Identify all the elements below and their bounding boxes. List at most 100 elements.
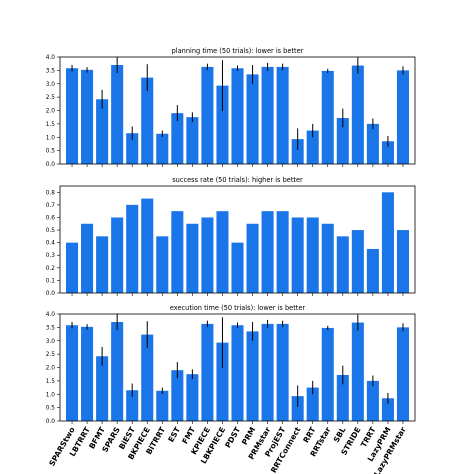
bar-SBL (336, 236, 349, 293)
bar-BFMT (96, 236, 109, 293)
bar-RRTConnect (291, 396, 304, 421)
y-tick-label: 0.0 (46, 419, 56, 425)
bar-LazyPRMstar (396, 230, 409, 293)
y-tick-label: 0.0 (46, 162, 56, 168)
y-tick-label: 1.5 (46, 379, 56, 385)
bar-LBTRRT (81, 326, 94, 421)
bar-PRMstar (261, 323, 274, 421)
bar-LazyPRM (381, 398, 394, 421)
bar-RRTstar (321, 223, 334, 293)
chart-title: success rate (50 trials): higher is bett… (172, 176, 303, 184)
y-tick-label: 2.0 (46, 366, 56, 372)
y-tick-label: 0.7 (46, 203, 56, 209)
bar-KPIECE (201, 217, 214, 293)
bar-BiEST (126, 204, 139, 293)
bar-LazyPRMstar (396, 70, 409, 164)
bar-RRT (306, 217, 319, 293)
chart-success-rate: success rate (50 trials): higher is bett… (46, 176, 416, 297)
chart-title: execution time (50 trials): lower is bet… (170, 304, 306, 312)
bar-SPARS (111, 217, 124, 293)
bar-SPARS (111, 65, 124, 164)
y-tick-label: 0.1 (46, 278, 56, 284)
bar-LBTRRT (81, 223, 94, 293)
bar-SPARStwo (66, 325, 79, 421)
bar-RRTConnect (291, 217, 304, 293)
y-tick-label: 3.0 (46, 82, 56, 88)
x-tick-label: PDST (223, 425, 242, 450)
y-tick-label: 0.5 (46, 406, 56, 412)
bar-SPARStwo (66, 68, 79, 164)
y-tick-label: 0.6 (46, 215, 56, 221)
bar-FMT (186, 117, 199, 164)
y-tick-label: 4.0 (46, 55, 56, 61)
bar-PRM (246, 74, 259, 164)
bar-BFMT (96, 99, 109, 164)
bar-PRMstar (261, 66, 274, 164)
bar-STRIDE (351, 65, 364, 164)
bar-LBKPIECE (216, 211, 229, 293)
bar-SPARS (111, 322, 124, 421)
bar-BFMT (96, 356, 109, 421)
bar-BiTRRT (156, 390, 169, 421)
y-tick-label: 0.3 (46, 253, 56, 259)
bar-RRT (306, 130, 319, 164)
bar-PRMstar (261, 211, 274, 293)
chart-title: planning time (50 trials): lower is bett… (172, 47, 304, 55)
bar-LazyPRM (381, 192, 394, 293)
bar-SBL (336, 374, 349, 421)
axes-frame (59, 56, 416, 165)
bar-PDST (231, 68, 244, 164)
bar-BKPIECE (141, 334, 154, 421)
chart-execution-time: execution time (50 trials): lower is bet… (46, 304, 416, 474)
y-tick-label: 0.5 (46, 149, 56, 155)
axes-frame (59, 313, 416, 422)
bar-ProjEST (276, 211, 289, 293)
y-tick-label: 3.0 (46, 339, 56, 345)
bar-TRRT (366, 248, 379, 293)
bar-EST (171, 211, 184, 293)
bar-STRIDE (351, 230, 364, 293)
y-tick-label: 1.0 (46, 135, 56, 141)
bar-PDST (231, 242, 244, 293)
y-tick-label: 3.5 (46, 68, 56, 74)
y-tick-label: 1.5 (46, 122, 56, 128)
y-tick-label: 2.5 (46, 352, 56, 358)
bar-FMT (186, 223, 199, 293)
bar-EST (171, 370, 184, 421)
bar-BiEST (126, 133, 139, 164)
bar-RRT (306, 387, 319, 421)
bar-RRTConnect (291, 139, 304, 164)
bar-EST (171, 113, 184, 164)
y-tick-label: 0.5 (46, 228, 56, 234)
bar-ProjEST (276, 323, 289, 421)
y-tick-label: 0.4 (46, 241, 56, 247)
bar-ProjEST (276, 66, 289, 164)
bar-PRM (246, 331, 259, 421)
bar-PDST (231, 325, 244, 421)
y-tick-label: 2.5 (46, 95, 56, 101)
y-tick-label: 4.0 (46, 312, 56, 318)
y-tick-label: 1.0 (46, 392, 56, 398)
bar-STRIDE (351, 322, 364, 421)
bar-SPARStwo (66, 242, 79, 293)
bar-LBTRRT (81, 69, 94, 164)
bar-BKPIECE (141, 198, 154, 293)
bar-BiTRRT (156, 133, 169, 164)
y-tick-label: 0.0 (46, 291, 56, 297)
axes-frame (59, 185, 416, 294)
bar-RRTstar (321, 70, 334, 164)
bar-KPIECE (201, 66, 214, 164)
bar-LazyPRMstar (396, 327, 409, 421)
bar-KPIECE (201, 323, 214, 421)
y-tick-label: 2.0 (46, 109, 56, 115)
y-tick-label: 0.8 (46, 190, 56, 196)
bar-LBKPIECE (216, 342, 229, 421)
y-tick-label: 0.2 (46, 266, 56, 272)
bar-TRRT (366, 123, 379, 164)
chart-planning-time: planning time (50 trials): lower is bett… (46, 47, 416, 168)
bar-TRRT (366, 380, 379, 421)
bar-RRTstar (321, 327, 334, 421)
bar-BiTRRT (156, 236, 169, 293)
bar-BKPIECE (141, 77, 154, 164)
